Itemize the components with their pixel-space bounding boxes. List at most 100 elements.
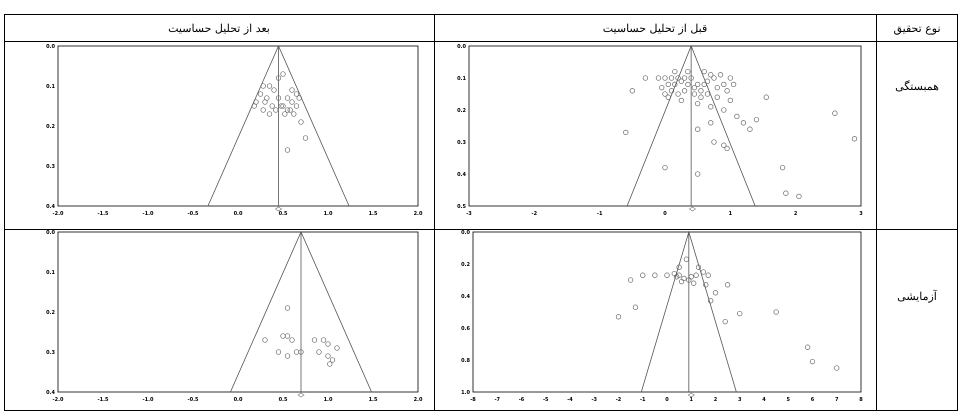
x-tick-label: 3: [859, 211, 863, 217]
study-point: [681, 75, 688, 81]
funnel-plot-correlational-before: -3 -2 -1 0 1 2 3 0.0 0.1 0.2 0.3 0.4 0.5: [457, 44, 863, 217]
x-tick-label: 5: [787, 397, 791, 403]
table-border-top: [4, 14, 958, 15]
study-point: [695, 81, 701, 88]
study-point: [284, 353, 291, 359]
study-point: [672, 81, 678, 88]
x-tick-label: 2.0: [414, 211, 423, 217]
study-point: [615, 314, 622, 320]
y-tick-label: 0.0: [46, 230, 55, 236]
x-tick-label: -1.0: [143, 397, 154, 403]
study-point: [629, 88, 635, 94]
y-tick-label: 0.2: [46, 124, 55, 130]
study-point: [280, 333, 286, 339]
study-point: [704, 78, 711, 84]
study-point: [779, 164, 786, 171]
x-tick-label: 2.0: [414, 397, 423, 403]
x-tick-label: 1.0: [324, 211, 333, 217]
plot-frame: [57, 231, 419, 393]
study-point: [698, 94, 704, 100]
row-label-experimental-text: آزمایشی: [897, 290, 937, 303]
row-label-correlational-text: همبستگی: [895, 80, 939, 93]
study-point: [753, 116, 760, 123]
study-point: [740, 120, 747, 126]
x-tick-label: 0.5: [279, 397, 288, 403]
header-after-text: بعد از تحلیل حساسیت: [168, 21, 270, 35]
study-point: [678, 278, 685, 285]
x-tick-label: 0.5: [279, 211, 288, 217]
study-point: [678, 97, 684, 104]
study-point: [316, 349, 322, 355]
study-point: [763, 94, 769, 100]
study-point: [737, 310, 743, 317]
study-point: [262, 337, 268, 343]
study-point: [703, 282, 709, 288]
study-point: [329, 357, 336, 363]
study-point: [796, 193, 802, 200]
x-tick-label: 7: [835, 397, 839, 403]
study-point: [284, 333, 291, 339]
study-point: [727, 97, 733, 104]
y-tick-label: 0.3: [46, 350, 55, 356]
study-point: [664, 272, 670, 278]
x-tick-label: -6: [519, 397, 525, 403]
study-point: [708, 104, 714, 110]
x-tick-label: 1.0: [324, 397, 333, 403]
study-point: [678, 78, 684, 84]
study-point: [695, 126, 701, 132]
table-col-divider-2: [876, 14, 877, 411]
x-tick-label: 6: [811, 397, 815, 403]
study-point: [296, 95, 302, 101]
study-point: [685, 81, 691, 88]
header-after: بعد از تحلیل حساسیت: [4, 15, 434, 41]
x-tick-label: 4: [762, 397, 766, 403]
summary-diamond: [688, 206, 696, 212]
study-point: [278, 103, 284, 109]
study-point: [271, 87, 277, 93]
study-point: [334, 345, 340, 351]
study-point: [289, 337, 295, 343]
study-point: [730, 81, 737, 88]
header-before: قبل از تحلیل حساسیت: [434, 15, 876, 41]
study-point: [298, 349, 304, 355]
study-point: [675, 75, 681, 81]
study-point: [284, 147, 291, 153]
study-point: [700, 269, 707, 275]
study-point: [704, 91, 711, 97]
study-point: [269, 103, 275, 109]
study-point: [293, 91, 300, 97]
x-tick-label: -2.0: [53, 211, 64, 217]
study-point: [325, 353, 331, 359]
study-point: [705, 272, 711, 278]
study-point: [665, 81, 671, 88]
summary-diamond: [687, 392, 695, 398]
study-point: [640, 272, 646, 278]
study-point: [668, 75, 675, 81]
y-tick-label: 0.4: [461, 294, 470, 300]
study-point: [293, 103, 300, 109]
study-point: [681, 275, 687, 282]
y-tick-label: 0.2: [457, 108, 466, 114]
table-border-left: [4, 14, 5, 411]
study-point: [708, 72, 714, 78]
study-point: [275, 349, 282, 355]
study-point: [623, 129, 629, 136]
study-point: [727, 75, 733, 81]
study-point: [257, 91, 264, 97]
x-tick-label: 3: [738, 397, 742, 403]
study-point: [282, 111, 288, 117]
study-point: [676, 264, 682, 270]
study-point: [734, 113, 740, 120]
x-tick-label: 0: [663, 211, 667, 217]
y-tick-label: 0.2: [46, 310, 55, 316]
plot-frame: [472, 231, 862, 393]
study-point: [724, 145, 730, 152]
table-col-divider-1: [434, 14, 435, 411]
plot-frame: [57, 45, 419, 207]
x-tick-label: 1: [690, 397, 694, 403]
study-point: [627, 277, 634, 283]
study-point: [721, 107, 727, 113]
study-point: [273, 107, 279, 113]
study-point: [325, 341, 331, 347]
y-tick-label: 0.4: [457, 172, 466, 178]
